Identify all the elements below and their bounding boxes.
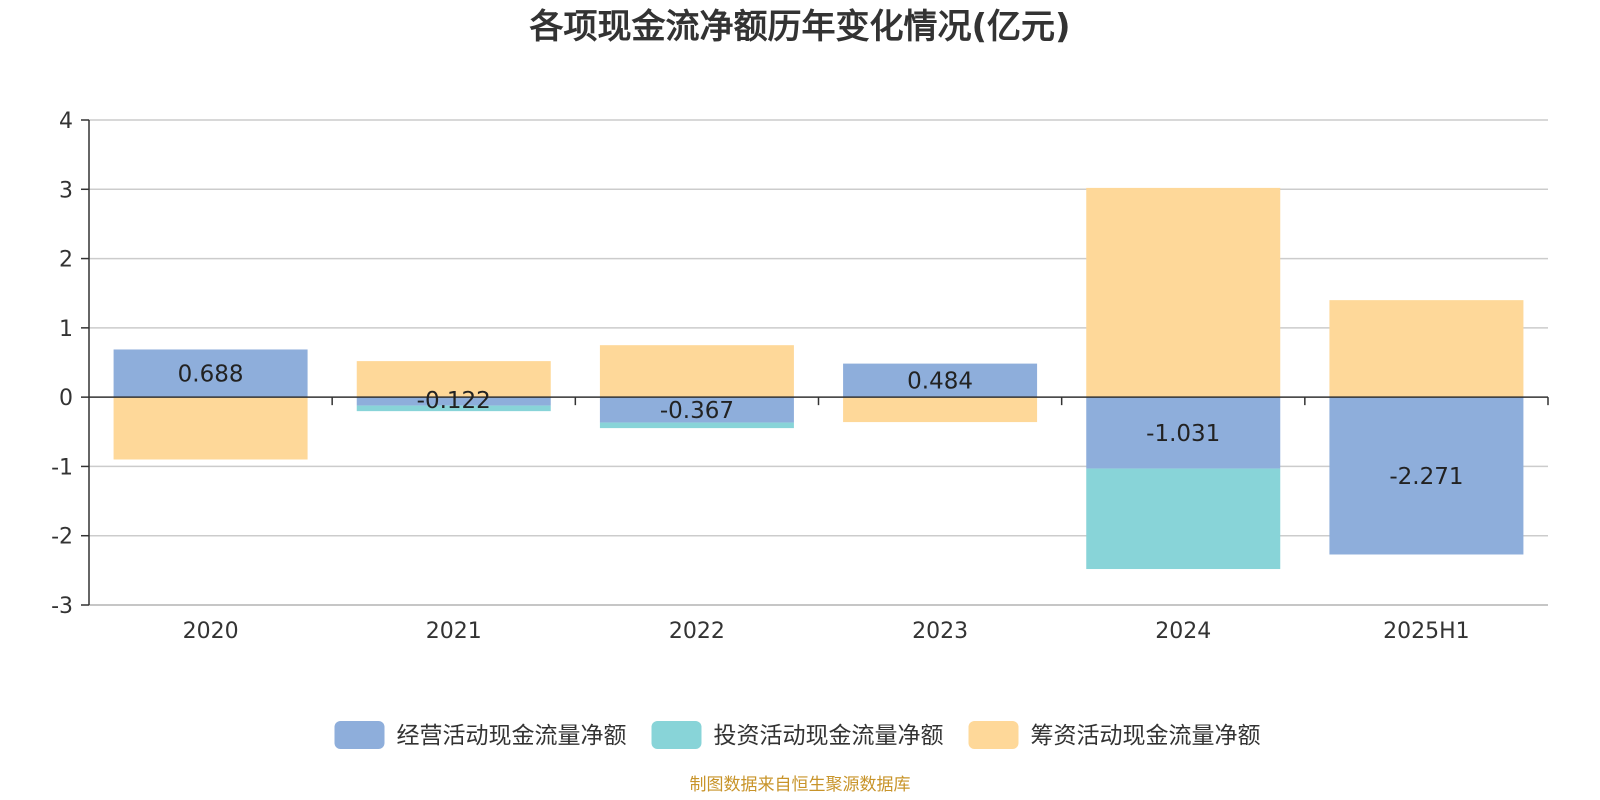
- legend-swatch: [334, 721, 385, 749]
- bar-2021-series-2: [356, 361, 551, 398]
- bar-2021-series-0: [356, 397, 551, 406]
- x-tick-label: 2021: [426, 619, 482, 644]
- legend-swatch: [968, 721, 1019, 749]
- y-tick-label: -2: [51, 525, 73, 550]
- y-tick-label: -1: [51, 455, 73, 480]
- legend-swatch: [651, 721, 702, 749]
- legend-label: 经营活动现金流量净额: [397, 723, 627, 749]
- bar-2020-series-2: [113, 397, 308, 460]
- x-tick-label: 2020: [183, 619, 239, 644]
- x-tick-label: 2025H1: [1383, 619, 1470, 644]
- axis-layer: 4 3 2 1 0 -1 -2 -3 2020 2021 2022 2023 2024 2025H1: [51, 109, 1549, 644]
- legend-label: 筹资活动现金流量净额: [1031, 723, 1261, 749]
- x-tick-label: 2024: [1155, 619, 1211, 644]
- legend-label: 投资活动现金流量净额: [714, 723, 944, 749]
- bar-2024-series-0: [1086, 397, 1281, 469]
- legend: 经营活动现金流量净额 投资活动现金流量净额 筹资活动现金流量净额: [334, 721, 1261, 749]
- source-note: 制图数据来自恒生聚源数据库: [690, 775, 911, 795]
- y-tick-label: 1: [59, 317, 73, 342]
- bar-2022-series-0: [599, 397, 794, 423]
- data-label: -0.367: [660, 398, 734, 424]
- y-tick-label: 0: [59, 386, 73, 411]
- bar-2025H1-series-2: [1329, 300, 1524, 398]
- bar-2022-series-2: [599, 345, 794, 398]
- bar-2023-series-2: [843, 397, 1038, 423]
- data-label-layer: 0.688 -0.122 -0.367 0.484 -1.031 -2.271: [178, 361, 1464, 490]
- bar-2023-series-0: [843, 363, 1038, 398]
- bar-2024-series-2: [1086, 187, 1281, 398]
- data-label: 0.688: [178, 361, 244, 387]
- y-tick-label: -3: [51, 594, 73, 619]
- bar-layer: [113, 187, 1524, 570]
- y-tick-label: 3: [59, 178, 73, 203]
- y-tick-label: 4: [59, 109, 73, 134]
- chart-title: 各项现金流净额历年变化情况(亿元): [529, 7, 1070, 47]
- data-label: -0.122: [417, 388, 491, 414]
- x-tick-label: 2022: [669, 619, 725, 644]
- data-label: -1.031: [1146, 421, 1220, 447]
- bar-2021-series-1: [356, 405, 551, 412]
- data-label: 0.484: [907, 368, 973, 394]
- bar-2022-series-1: [599, 422, 794, 429]
- bar-2025H1-series-0: [1329, 397, 1524, 555]
- bar-2024-series-1: [1086, 468, 1281, 570]
- x-tick-label: 2023: [912, 619, 968, 644]
- y-tick-label: 2: [59, 248, 73, 273]
- data-label: -2.271: [1389, 464, 1463, 490]
- grid-layer: [89, 119, 1548, 606]
- bar-2020-series-0: [113, 349, 308, 398]
